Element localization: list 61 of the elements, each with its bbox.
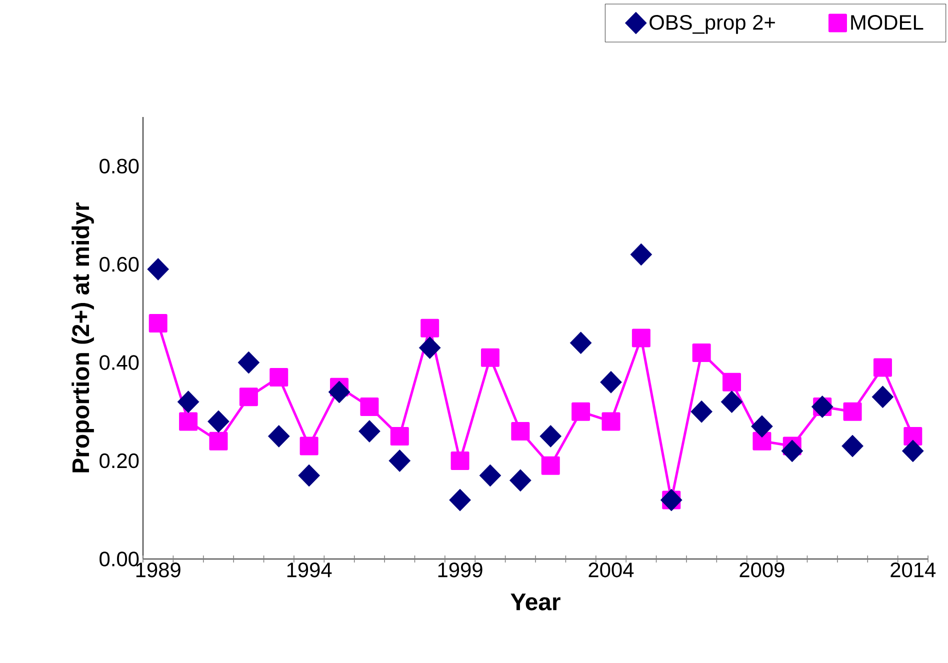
- point: [722, 372, 742, 392]
- point: [720, 390, 743, 414]
- point: [872, 386, 894, 408]
- point: [179, 412, 198, 431]
- y-tick-label: 0.20: [100, 453, 139, 468]
- point: [630, 243, 652, 266]
- point: [480, 348, 500, 367]
- legend-label: MODEL: [851, 14, 924, 30]
- point: [600, 370, 622, 394]
- point: [177, 390, 200, 414]
- point: [298, 464, 320, 487]
- point: [300, 436, 318, 456]
- point: [420, 318, 440, 338]
- point: [902, 440, 924, 462]
- x-tick-label: 1999: [438, 562, 482, 578]
- point: [148, 314, 168, 332]
- point: [239, 388, 258, 406]
- point: [509, 469, 532, 492]
- point: [690, 400, 712, 423]
- point: [540, 425, 562, 448]
- point: [843, 402, 862, 421]
- point: [270, 368, 288, 387]
- point: [570, 332, 592, 354]
- x-tick-label: 1989: [136, 562, 180, 578]
- y-tick-label: 0.40: [100, 355, 139, 370]
- y-axis-title: Proportion (2+) at midyr: [72, 202, 94, 472]
- point: [449, 488, 471, 512]
- point: [511, 422, 530, 441]
- point: [388, 450, 411, 472]
- point: [328, 380, 350, 404]
- x-tick-label: 2009: [740, 562, 784, 578]
- x-tick-label: 2004: [588, 562, 634, 578]
- y-tick-label: 0.00: [100, 552, 139, 566]
- point: [147, 258, 170, 280]
- x-axis-title: Year: [510, 594, 560, 610]
- point: [360, 397, 379, 416]
- point: [541, 456, 560, 475]
- point: [842, 434, 864, 458]
- point: [418, 336, 441, 360]
- point: [209, 432, 228, 450]
- legend-label: OBS_prop 2+: [650, 14, 775, 34]
- point: [479, 464, 502, 487]
- y-tick-label: 0.60: [100, 256, 139, 272]
- point: [358, 420, 380, 442]
- point: [602, 412, 620, 431]
- point: [390, 426, 409, 446]
- point: [208, 410, 230, 433]
- point: [450, 452, 470, 470]
- point: [238, 351, 260, 374]
- point: [873, 358, 892, 377]
- point: [692, 343, 711, 362]
- x-tick-label: 1994: [287, 562, 332, 578]
- point: [751, 415, 773, 438]
- point: [904, 426, 922, 446]
- point: [752, 432, 772, 450]
- point: [781, 440, 804, 462]
- point: [572, 402, 590, 421]
- x-tick-label: 2014: [890, 562, 936, 578]
- point: [632, 328, 650, 348]
- point: [268, 425, 290, 448]
- y-tick-label: 0.80: [100, 158, 139, 174]
